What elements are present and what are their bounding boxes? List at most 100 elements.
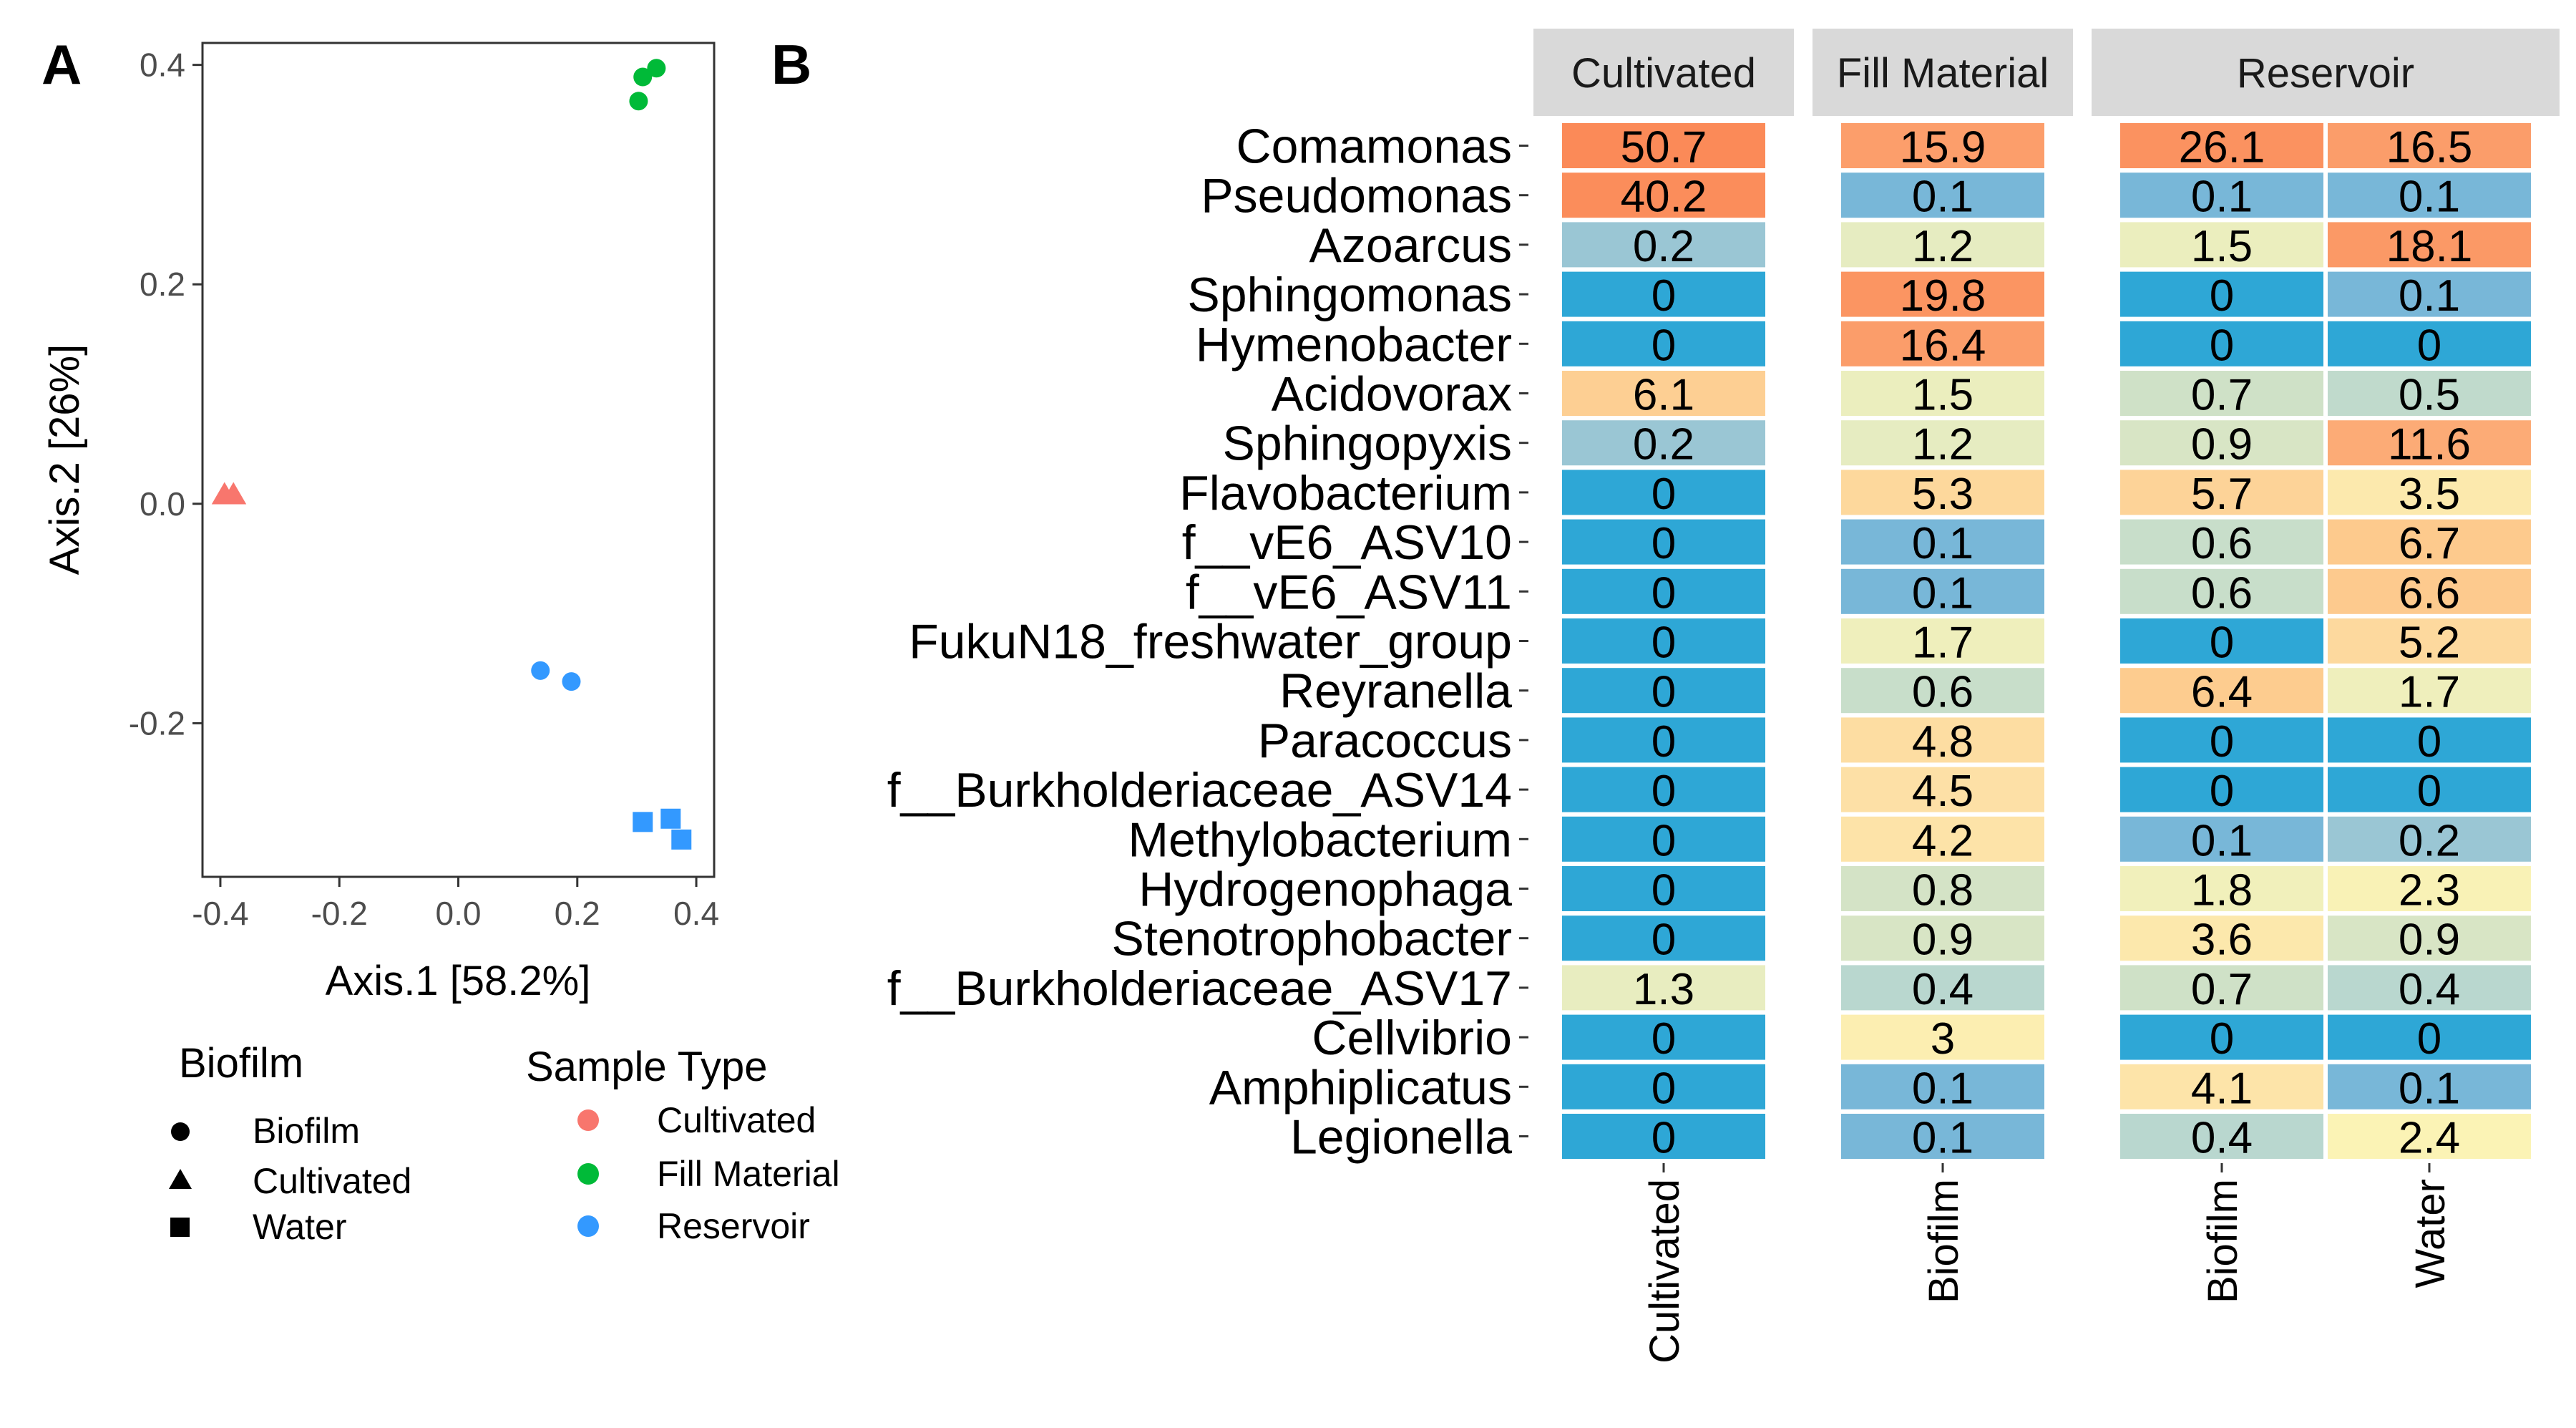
heatmap-cell-value: 0.1	[2191, 816, 2253, 865]
heatmap-cell	[2328, 321, 2531, 366]
heatmap-cell-value: 0.4	[2191, 1114, 2253, 1163]
heatmap-cell-value: 0	[2417, 717, 2441, 767]
heatmap-cell	[2328, 816, 2531, 862]
point-fill-material-biofilm	[633, 67, 653, 87]
heatmap-cell	[1841, 222, 2044, 268]
heatmap-cell-value: 0	[2210, 717, 2234, 767]
heatmap-cell-value: 0	[1652, 816, 1676, 865]
heatmap-cell	[2328, 915, 2531, 961]
point-cultivated-cultivated	[220, 482, 247, 505]
x-tick-label: -0.2	[311, 895, 368, 932]
x-tick-label: -0.4	[192, 895, 248, 932]
heatmap-cell	[2328, 371, 2531, 416]
legend-biofilm-circle-icon	[171, 1122, 190, 1141]
y-axis-title: Axis.2 [26%]	[42, 344, 88, 575]
heatmap-cell-value: 0.1	[1912, 519, 1974, 568]
heatmap-cell	[2120, 321, 2323, 366]
x-axis-ticks: -0.4 -0.2 0.0 0.2 0.4	[192, 877, 719, 932]
heatmap-cell	[1562, 321, 1765, 366]
heatmap-cell	[1562, 123, 1765, 168]
heatmap-cell-value: 0	[1652, 915, 1676, 965]
heatmap-cell-value: 0.5	[2399, 371, 2460, 420]
heatmap-cell	[2328, 568, 2531, 614]
heatmap-cell-value: 0	[1652, 717, 1676, 767]
heatmap-cell-value: 0.1	[2399, 1064, 2460, 1113]
heatmap-cell-value: 0.8	[1912, 866, 1974, 915]
heatmap-cell	[2120, 717, 2323, 763]
heatmap-cell	[2328, 420, 2531, 466]
heatmap-cell-value: 4.1	[2191, 1064, 2253, 1113]
row-label: Pseudomonas	[1201, 169, 1512, 223]
heatmap-cell	[2328, 1064, 2531, 1109]
facet-strip-label-cultivated: Cultivated	[1571, 50, 1756, 97]
heatmap-cell-value: 4.2	[1912, 816, 1974, 865]
heatmap-cell-value: 0	[1652, 1064, 1676, 1113]
heatmap-cell	[2328, 173, 2531, 218]
heatmap-cell	[2328, 1114, 2531, 1159]
heatmap-cell	[1841, 371, 2044, 416]
row-label: Acidovorax	[1272, 367, 1512, 422]
heatmap-cell-value: 0	[2417, 321, 2441, 370]
heatmap-cell	[2120, 1064, 2323, 1109]
heatmap-cell-value: 2.3	[2399, 866, 2460, 915]
heatmap-cell	[2120, 1014, 2323, 1060]
heatmap-cell	[1841, 1114, 2044, 1159]
heatmap-cell-value: 0	[2210, 271, 2234, 321]
heatmap-cell-value: 2.4	[2399, 1114, 2460, 1163]
heatmap-cell	[2328, 717, 2531, 763]
heatmap-cell-value: 0	[1652, 767, 1676, 816]
col-label-reservoir-water: Water	[2407, 1179, 2454, 1288]
heatmap-cell	[2120, 618, 2323, 664]
heatmap-cell	[2120, 915, 2323, 961]
heatmap-cell-value: 0	[2210, 767, 2234, 816]
row-label: Paracoccus	[1258, 714, 1512, 768]
heatmap-cell	[1841, 915, 2044, 961]
heatmap-cell-value: 0.7	[2191, 965, 2253, 1014]
heatmap-cell-value: 0	[1652, 618, 1676, 668]
x-tick-label: 0.2	[555, 895, 600, 932]
facet-strips: Cultivated Fill Material Reservoir	[1533, 29, 2560, 116]
heatmap-cell-value: 6.4	[2191, 668, 2253, 717]
point-reservoir-water	[660, 808, 681, 829]
heatmap-cell-value: 0.4	[1912, 965, 1974, 1014]
row-label: Reyranella	[1279, 664, 1512, 719]
heatmap-cell	[1562, 470, 1765, 515]
heatmap-cell-value: 18.1	[2386, 222, 2473, 271]
heatmap-cell-value: 0	[2417, 767, 2441, 816]
heatmap-cell	[2120, 470, 2323, 515]
heatmap-cell-value: 0	[1652, 568, 1676, 618]
heatmap-cell	[1841, 965, 2044, 1011]
heatmap-cell	[1562, 816, 1765, 862]
heatmap-cell-value: 0.6	[1912, 668, 1974, 717]
heatmap-cell-value: 0.1	[1912, 568, 1974, 618]
legend-water-square-icon	[170, 1218, 190, 1237]
column-labels: Cultivated Biofilm Biofilm Water	[1641, 1163, 2454, 1364]
heatmap-cell-value: 16.5	[2386, 123, 2473, 173]
x-tick-label: 0.4	[673, 895, 719, 932]
heatmap-cell	[1562, 618, 1765, 664]
heatmap-cell-value: 1.3	[1633, 965, 1694, 1014]
panel-label-a: A	[42, 33, 82, 96]
heatmap-cell	[2328, 618, 2531, 664]
heatmap-cell-value: 19.8	[1900, 271, 1986, 321]
heatmap-cell	[1841, 1014, 2044, 1060]
row-label: Amphiplicatus	[1209, 1060, 1512, 1114]
row-label: f__Burkholderiaceae_ASV14	[887, 763, 1512, 817]
heatmap-cell	[1562, 866, 1765, 911]
legend-cultivated-color-dot-icon	[577, 1109, 599, 1131]
legend-shape-title: Biofilm	[179, 1040, 303, 1087]
y-tick-label: 0.0	[140, 485, 185, 523]
heatmap-cell-value: 0.1	[2191, 173, 2253, 222]
heatmap-cell	[1562, 668, 1765, 714]
heatmap-cell-value: 0.1	[1912, 1064, 1974, 1113]
legend-fill-material-color-dot-icon	[577, 1163, 599, 1185]
heatmap-cell	[1562, 420, 1765, 466]
heatmap-cell-value: 4.8	[1912, 717, 1974, 767]
point-reservoir-biofilm	[531, 661, 550, 680]
row-label: Azoarcus	[1309, 218, 1512, 273]
heatmap-cell-value: 4.5	[1912, 767, 1974, 816]
heatmap-cell-value: 5.3	[1912, 470, 1974, 519]
heatmap-cell-value: 0.1	[2399, 271, 2460, 321]
heatmap-cell-value: 16.4	[1900, 321, 1986, 370]
